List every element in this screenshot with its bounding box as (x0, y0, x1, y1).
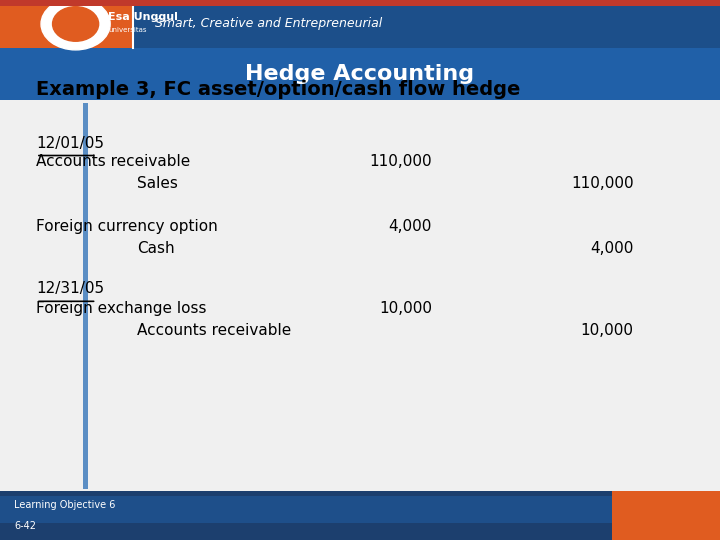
Text: 4,000: 4,000 (590, 241, 634, 256)
Text: Esa Unggul: Esa Unggul (108, 12, 178, 23)
FancyBboxPatch shape (0, 491, 720, 540)
Text: 12/01/05: 12/01/05 (36, 136, 104, 151)
Text: 4,000: 4,000 (389, 219, 432, 234)
Text: Learning Objective 6: Learning Objective 6 (14, 500, 116, 510)
Text: Accounts receivable: Accounts receivable (137, 323, 291, 338)
FancyBboxPatch shape (0, 0, 720, 6)
Text: Smart, Creative and Entrepreneurial: Smart, Creative and Entrepreneurial (155, 17, 382, 30)
FancyBboxPatch shape (0, 496, 612, 523)
Text: 10,000: 10,000 (379, 301, 432, 316)
Circle shape (41, 0, 110, 50)
Text: Hedge Accounting: Hedge Accounting (246, 64, 474, 84)
Text: Foreign currency option: Foreign currency option (36, 219, 217, 234)
Text: 110,000: 110,000 (571, 176, 634, 191)
FancyBboxPatch shape (0, 0, 720, 48)
Text: 10,000: 10,000 (580, 323, 634, 338)
FancyBboxPatch shape (612, 491, 720, 540)
FancyBboxPatch shape (0, 0, 720, 100)
FancyBboxPatch shape (0, 0, 133, 48)
Text: 110,000: 110,000 (369, 154, 432, 170)
Text: Cash: Cash (137, 241, 174, 256)
Circle shape (53, 6, 99, 41)
Text: Sales: Sales (137, 176, 178, 191)
Text: 12/31/05: 12/31/05 (36, 281, 104, 296)
Text: universitas: universitas (108, 28, 146, 33)
Text: Accounts receivable: Accounts receivable (36, 154, 190, 170)
Text: Example 3, FC asset/option/cash flow hedge: Example 3, FC asset/option/cash flow hed… (36, 79, 521, 99)
Text: 6-42: 6-42 (14, 522, 37, 531)
FancyBboxPatch shape (83, 103, 88, 489)
Text: Foreign exchange loss: Foreign exchange loss (36, 301, 207, 316)
